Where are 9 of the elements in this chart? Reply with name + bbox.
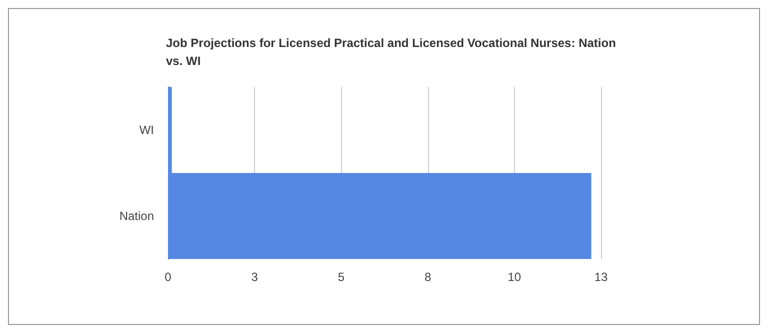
x-tick-label: 8 [424,270,432,284]
chart-title: Job Projections for Licensed Practical and Licensed Vocational Nurses: Nation vs. WI [166,36,620,68]
x-tick-label: 3 [251,270,258,284]
y-tick-label: Nation [119,209,154,223]
y-tick-label: WI [139,123,154,137]
x-tick-label: 10 [508,270,522,284]
x-tick-label: 0 [164,270,172,284]
x-tick-label: 5 [338,270,345,284]
x-tick-label: 13 [594,270,608,284]
